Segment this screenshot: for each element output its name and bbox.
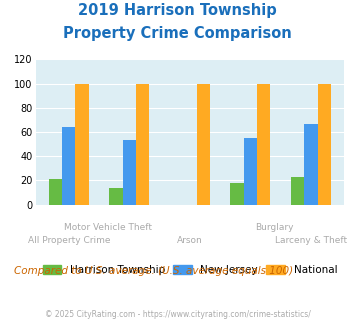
Text: Property Crime Comparison: Property Crime Comparison (63, 26, 292, 41)
Bar (304, 123, 318, 205)
Text: 2019 Harrison Township: 2019 Harrison Township (78, 3, 277, 18)
Bar (49, 179, 62, 205)
Bar (318, 83, 331, 205)
Text: Compared to U.S. average. (U.S. average equals 100): Compared to U.S. average. (U.S. average … (14, 266, 293, 276)
Bar (291, 177, 304, 205)
Bar (197, 83, 210, 205)
Text: © 2025 CityRating.com - https://www.cityrating.com/crime-statistics/: © 2025 CityRating.com - https://www.city… (45, 310, 310, 319)
Bar (230, 183, 244, 205)
Legend: Harrison Township, New Jersey, National: Harrison Township, New Jersey, National (43, 265, 337, 275)
Text: Motor Vehicle Theft: Motor Vehicle Theft (64, 223, 152, 232)
Text: All Property Crime: All Property Crime (28, 236, 110, 245)
Bar (244, 138, 257, 205)
Text: Arson: Arson (177, 236, 203, 245)
Bar (257, 83, 271, 205)
Bar (76, 83, 89, 205)
Bar (109, 188, 123, 205)
Bar (123, 141, 136, 205)
Text: Larceny & Theft: Larceny & Theft (275, 236, 347, 245)
Bar (62, 127, 76, 205)
Bar (136, 83, 149, 205)
Text: Burglary: Burglary (256, 223, 294, 232)
